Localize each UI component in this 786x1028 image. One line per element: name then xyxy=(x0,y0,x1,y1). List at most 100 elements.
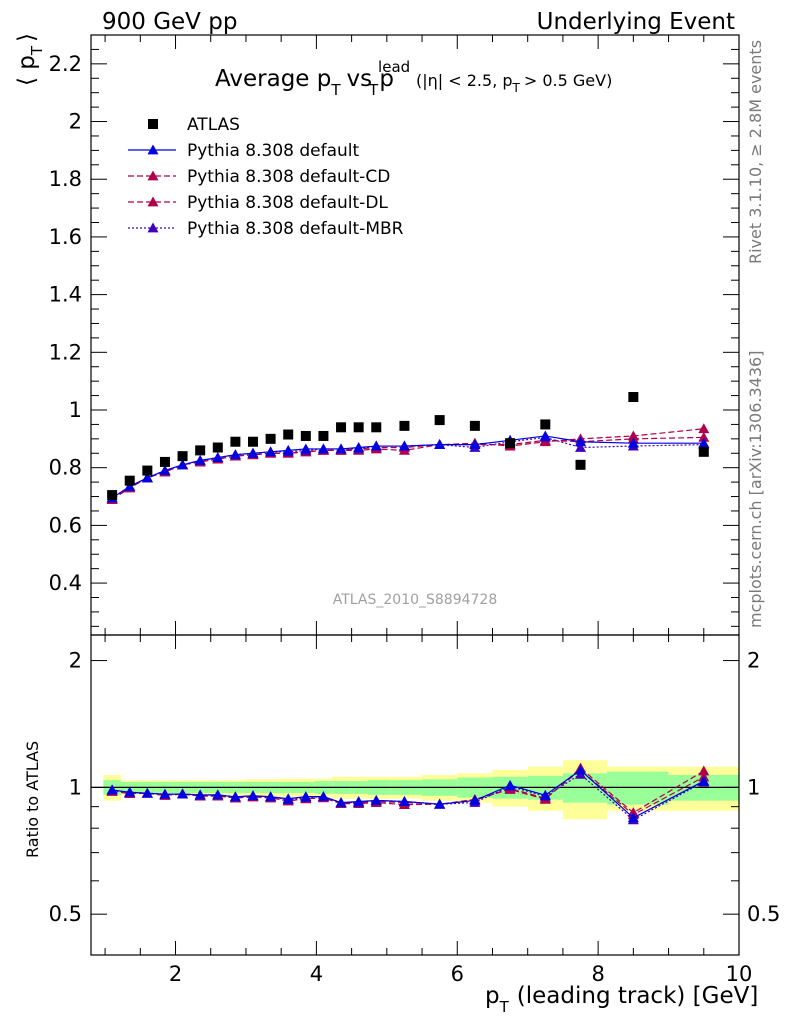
y-tick-label-ratio: 2 xyxy=(69,649,82,673)
y-tick-label-ratio-right: 0.5 xyxy=(747,902,780,926)
y-tick-label-main: 1.2 xyxy=(49,340,82,364)
x-tick-label: 8 xyxy=(591,962,604,986)
atlas-data-point xyxy=(265,433,276,444)
series-marker-1 xyxy=(353,442,365,452)
atlas-data-point xyxy=(469,420,480,431)
ylabel-main-close: ⟩ xyxy=(14,33,40,42)
analysis-watermark: ATLAS_2010_S8894728 xyxy=(333,592,498,608)
series-marker-1 xyxy=(627,437,639,448)
legend-marker xyxy=(147,222,159,233)
atlas-data-point xyxy=(159,456,170,467)
x-tick-label: 10 xyxy=(726,962,753,986)
ratio-marker-1 xyxy=(300,791,312,802)
ratio-marker-1 xyxy=(124,786,136,797)
legend-marker xyxy=(147,196,159,207)
ratio-marker-1 xyxy=(469,794,481,805)
series-marker-2 xyxy=(698,423,710,434)
y-tick-label-main: 1.6 xyxy=(49,225,82,249)
series-line-1 xyxy=(111,435,704,499)
xlabel-sub: T xyxy=(499,998,510,1016)
y-tick-label-ratio: 0.5 xyxy=(49,902,82,926)
atlas-data-point xyxy=(399,420,410,431)
x-tick-label: 6 xyxy=(451,962,464,986)
series-marker-1 xyxy=(141,472,153,483)
legend-marker xyxy=(147,170,159,181)
x-tick-label: 2 xyxy=(169,962,182,986)
title-vs-sup: lead xyxy=(378,58,410,76)
ratio-marker-1 xyxy=(698,775,710,786)
atlas-data-point xyxy=(124,475,135,486)
y-tick-label-ratio: 1 xyxy=(69,775,82,799)
rivet-label: Rivet 3.1.10, ≥ 2.8M events xyxy=(746,40,765,264)
ratio-marker-2 xyxy=(698,765,710,776)
ratio-marker-1 xyxy=(370,794,382,805)
legend-label: Pythia 8.308 default xyxy=(187,141,360,161)
y-tick-label-main: 1.4 xyxy=(49,283,82,307)
y-tick-label-ratio-right: 2 xyxy=(747,649,760,673)
ratio-marker-1 xyxy=(229,791,241,802)
ratio-series-layer xyxy=(106,762,710,825)
ratio-marker-1 xyxy=(335,797,347,807)
axis-ticks: 2 4 6 8 10 0.4 0.6 0.8 1 1.2 1.4 1.6 1.8 2 2.2 0.5 0.5 1 1… xyxy=(49,34,780,986)
legend-label: Pythia 8.308 default-DL xyxy=(187,193,388,213)
mcplots-label: mcplots.cern.ch [arXiv:1306.3436] xyxy=(746,351,765,628)
atlas-data-point xyxy=(230,436,241,447)
atlas-data-point xyxy=(505,438,516,449)
atlas-data-point xyxy=(248,436,258,447)
legend-marker xyxy=(147,144,159,155)
series-marker-1 xyxy=(159,465,171,475)
series-marker-1 xyxy=(698,437,710,448)
series-line-4 xyxy=(111,436,704,499)
ratio-marker-1 xyxy=(627,812,639,823)
atlas-data-point xyxy=(353,422,364,433)
ratio-marker-1 xyxy=(212,789,224,800)
atlas-data-point xyxy=(336,422,347,433)
series-marker-1 xyxy=(335,443,347,454)
ratio-marker-1 xyxy=(539,789,551,800)
title-vs-sub: T xyxy=(368,81,379,99)
atlas-data-point xyxy=(318,430,329,441)
series-marker-1 xyxy=(317,443,329,454)
atlas-data-point xyxy=(142,465,153,476)
series-marker-1 xyxy=(247,447,259,458)
ratio-line-4 xyxy=(112,773,705,821)
atlas-data-point xyxy=(371,422,382,433)
title-vs: vs p xyxy=(347,66,395,92)
series-marker-1 xyxy=(575,436,587,447)
series-marker-4 xyxy=(575,442,587,452)
legend-label: Pythia 8.308 default-CD xyxy=(187,167,390,187)
y-tick-label-main: 1 xyxy=(69,398,82,422)
title-main-sub: T xyxy=(330,81,341,99)
x-tick-label: 4 xyxy=(310,962,323,986)
title-cuts-b: > 0.5 GeV) xyxy=(524,71,612,90)
ratio-marker-1 xyxy=(575,764,587,775)
atlas-data-point xyxy=(177,451,188,462)
atlas-data-point xyxy=(107,490,118,501)
atlas-data-point xyxy=(434,415,445,426)
legend-label: Pythia 8.308 default-MBR xyxy=(187,219,404,239)
legend-marker-atlas xyxy=(148,119,158,129)
series-marker-1 xyxy=(212,452,224,462)
xlabel-p: p xyxy=(485,983,500,1009)
ratio-marker-1 xyxy=(159,788,171,799)
title-cuts: (|η| < 2.5, pT > 0.5 GeV) xyxy=(416,71,612,95)
y-axis-label-main: ⟨ pT ⟩ xyxy=(14,33,46,86)
atlas-data-point xyxy=(698,446,709,457)
atlas-data-point xyxy=(300,430,311,441)
ylabel-main-open: ⟨ p xyxy=(14,55,40,86)
y-tick-label-main: 1.8 xyxy=(49,167,82,191)
ratio-marker-1 xyxy=(106,784,118,795)
header-right: Underlying Event xyxy=(537,9,735,35)
ratio-marker-1 xyxy=(434,798,446,809)
y-axis-label-ratio: Ratio to ATLAS xyxy=(23,741,42,858)
series-marker-1 xyxy=(177,459,189,470)
ratio-marker-1 xyxy=(141,787,153,798)
legend: ATLAS Pythia 8.308 default Pythia 8.308 de… xyxy=(128,115,404,239)
title-cuts-sub: T xyxy=(512,81,521,95)
series-marker-1 xyxy=(469,439,481,450)
ratio-marker-1 xyxy=(398,795,410,806)
series-marker-1 xyxy=(539,430,551,441)
atlas-data-point xyxy=(540,419,551,430)
